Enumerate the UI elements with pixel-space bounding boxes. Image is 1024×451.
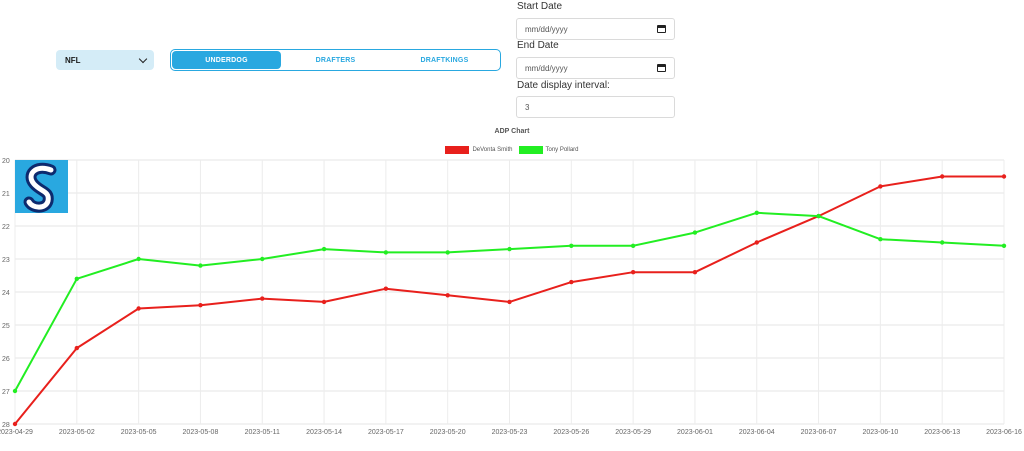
data-point-series-1 [198, 263, 203, 268]
y-tick-label: 27 [2, 389, 10, 396]
league-select[interactable]: NFL [56, 50, 154, 70]
x-tick-label: 2023-05-05 [121, 429, 157, 436]
data-point-series-0 [939, 174, 945, 179]
y-tick-label: 26 [2, 356, 10, 363]
y-tick-label: 22 [2, 224, 10, 231]
interval-value: 3 [525, 102, 530, 112]
x-tick-label: 2023-06-16 [986, 429, 1022, 436]
y-tick-label: 21 [2, 191, 10, 198]
data-point-series-0 [74, 345, 80, 351]
x-tick-label: 2023-05-08 [183, 429, 219, 436]
data-point-series-1 [260, 256, 265, 262]
platform-button-draftkings[interactable]: DRAFTKINGS [420, 56, 469, 64]
legend-swatch-tony-pollard [518, 146, 543, 154]
data-point-series-1 [939, 240, 945, 245]
data-point-series-1 [754, 210, 759, 215]
legend-item-devonta-smith[interactable]: DeVonta Smith [445, 146, 513, 154]
data-point-series-0 [569, 279, 574, 285]
underdog-logo [15, 160, 68, 213]
data-point-series-0 [445, 293, 450, 298]
chevron-down-icon [138, 54, 148, 63]
legend-item-tony-pollard[interactable]: Tony Pollard [518, 146, 579, 154]
underdog-logo-icon [23, 162, 57, 213]
data-point-series-1 [12, 388, 18, 394]
data-point-series-1 [445, 250, 450, 255]
data-point-series-0 [630, 270, 636, 275]
x-tick-label: 2023-05-14 [306, 429, 342, 436]
data-point-series-0 [12, 421, 18, 427]
x-tick-label: 2023-06-04 [739, 429, 775, 436]
data-point-series-0 [136, 306, 141, 311]
data-point-series-1 [630, 243, 636, 248]
data-point-series-0 [198, 303, 203, 308]
data-point-series-0 [260, 296, 265, 301]
x-tick-label: 2023-06-07 [801, 429, 837, 436]
y-tick-label: 24 [2, 290, 10, 297]
data-point-series-1 [74, 276, 80, 281]
x-tick-label: 2023-06-10 [862, 429, 898, 436]
end-date-placeholder: mm/dd/yyyy [525, 63, 568, 73]
end-date-input[interactable]: mm/dd/yyyy [516, 57, 675, 79]
data-point-series-1 [878, 237, 883, 242]
y-tick-label: 28 [2, 422, 10, 429]
data-point-series-1 [321, 246, 327, 252]
x-tick-label: 2023-05-17 [368, 429, 404, 436]
platform-toggle-group: UNDERDOG DRAFTERS DRAFTKINGS [170, 49, 501, 71]
y-tick-label: 20 [2, 158, 10, 165]
platform-button-underdog[interactable]: UNDERDOG [172, 51, 281, 69]
x-tick-label: 2023-05-26 [553, 429, 589, 436]
data-point-series-0 [692, 270, 698, 275]
data-point-series-1 [569, 243, 574, 248]
data-point-series-0 [321, 299, 327, 305]
x-tick-label: 2023-05-11 [245, 429, 280, 436]
calendar-icon[interactable] [657, 64, 666, 72]
legend-label-tony-pollard: Tony Pollard [545, 147, 579, 153]
x-tick-label: 2023-05-02 [59, 429, 95, 436]
data-point-series-0 [754, 240, 759, 245]
interval-label: Date display interval: [517, 80, 610, 91]
data-point-series-1 [692, 230, 698, 235]
data-point-series-1 [507, 246, 512, 252]
data-point-series-0 [383, 286, 389, 291]
interval-input[interactable]: 3 [516, 96, 675, 118]
data-point-series-1 [816, 213, 821, 219]
x-tick-label: 2023-06-01 [677, 429, 713, 436]
chart-legend: DeVonta Smith Tony Pollard [0, 146, 1024, 154]
data-point-series-0 [1001, 174, 1007, 179]
chart-title: ADP Chart [494, 128, 530, 135]
data-point-series-1 [383, 250, 389, 255]
x-tick-label: 2023-06-13 [924, 429, 960, 436]
data-point-series-0 [878, 184, 883, 189]
end-date-label: End Date [517, 40, 559, 51]
x-tick-label: 2023-05-29 [615, 429, 651, 436]
data-point-series-1 [136, 256, 141, 262]
legend-label-devonta-smith: DeVonta Smith [472, 147, 513, 153]
start-date-placeholder: mm/dd/yyyy [525, 24, 568, 34]
start-date-label: Start Date [517, 1, 563, 12]
data-point-series-0 [507, 299, 512, 305]
x-tick-label: 2023-04-29 [0, 429, 33, 436]
legend-swatch-devonta-smith [445, 146, 470, 154]
x-tick-label: 2023-05-20 [430, 429, 466, 436]
x-tick-label: 2023-05-23 [492, 429, 528, 436]
y-tick-label: 25 [2, 323, 10, 330]
data-point-series-1 [1001, 243, 1007, 248]
calendar-icon[interactable] [657, 25, 666, 33]
league-select-value: NFL [65, 55, 81, 65]
y-tick-label: 23 [2, 257, 10, 264]
start-date-input[interactable]: mm/dd/yyyy [516, 18, 675, 40]
platform-button-drafters[interactable]: DRAFTERS [315, 56, 356, 64]
